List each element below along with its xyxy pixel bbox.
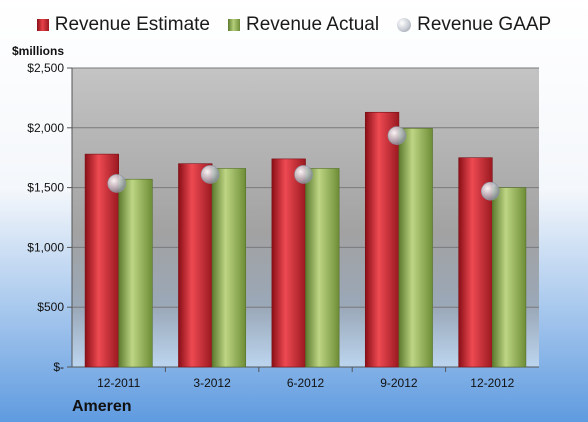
x-tick-label: 12-2012 — [470, 376, 514, 390]
bar-revenue-actual — [305, 168, 340, 368]
legend-swatch-estimate — [36, 19, 49, 31]
bar-revenue-estimate — [364, 111, 400, 368]
legend-swatch-actual — [228, 19, 240, 31]
y-tick-label: $2,000 — [27, 121, 64, 135]
legend-item-actual: Revenue Actual — [228, 14, 379, 36]
chart-legend: Revenue Estimate Revenue Actual Revenue … — [0, 14, 588, 36]
marker-revenue-gaap — [480, 181, 500, 201]
marker-revenue-gaap — [200, 165, 220, 184]
marker-revenue-gaap — [387, 126, 407, 145]
marker-revenue-gaap — [294, 165, 313, 184]
x-tick-label: 9-2012 — [380, 376, 418, 390]
x-tick-label: 3-2012 — [193, 376, 231, 390]
y-tick-label: $1,000 — [27, 240, 64, 254]
bar-revenue-actual — [211, 168, 247, 368]
y-axis-unit-label: $millions — [12, 44, 65, 58]
y-tick-label: $2,500 — [27, 61, 64, 75]
bar-revenue-estimate — [178, 163, 213, 368]
legend-item-gaap: Revenue GAAP — [397, 14, 551, 36]
legend-label-gaap: Revenue GAAP — [417, 14, 552, 35]
x-tick-label: 6-2012 — [287, 376, 325, 390]
x-tick-label: 12-2011 — [97, 376, 140, 390]
legend-marker-gaap — [397, 18, 412, 32]
legend-label-actual: Revenue Actual — [246, 14, 380, 35]
bar-revenue-actual — [398, 128, 433, 368]
bar-revenue-estimate — [271, 158, 306, 368]
bar-revenue-actual — [491, 187, 527, 368]
legend-label-estimate: Revenue Estimate — [54, 14, 210, 35]
y-tick-label: $1,500 — [27, 181, 64, 195]
y-tick-label: $500 — [37, 300, 64, 314]
bar-revenue-actual — [118, 178, 153, 368]
marker-revenue-gaap — [107, 174, 126, 193]
company-name: Ameren — [72, 398, 132, 415]
y-tick-label: $- — [53, 360, 64, 374]
legend-item-estimate: Revenue Estimate — [36, 14, 210, 36]
